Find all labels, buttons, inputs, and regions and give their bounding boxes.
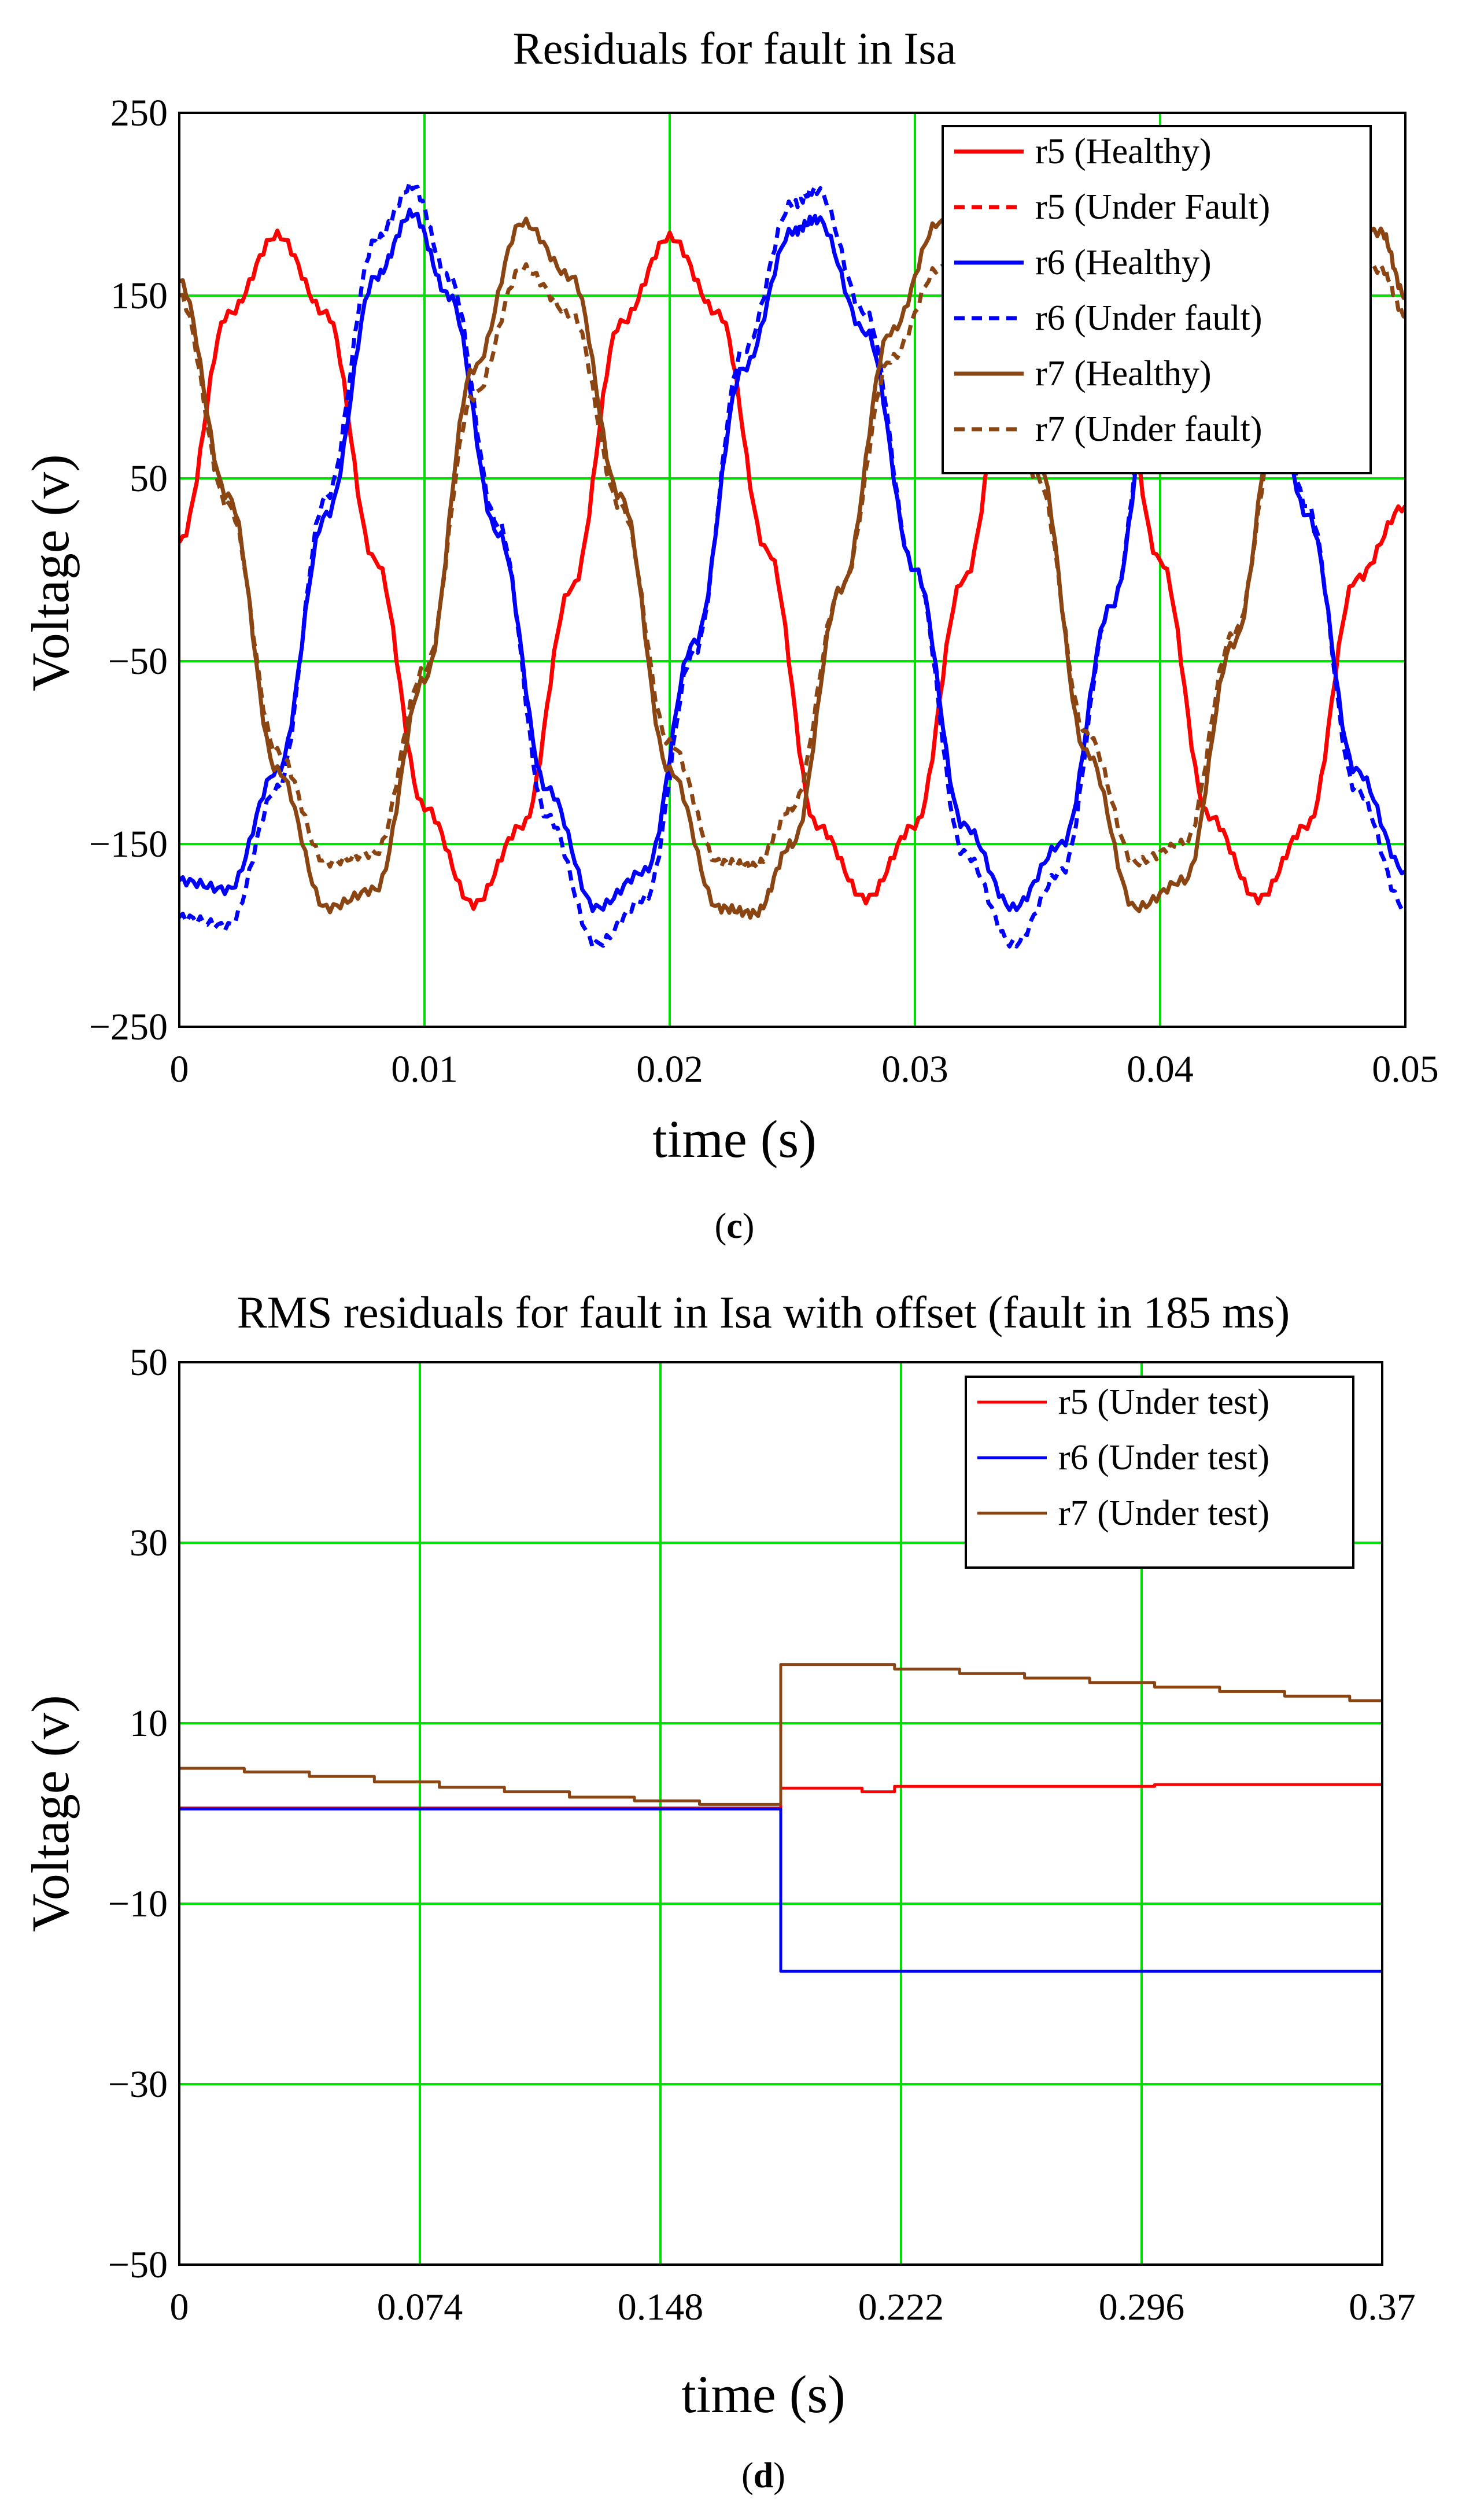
legend-label: r5 (Under test) — [1058, 1382, 1269, 1422]
panel-label-letter: d — [754, 2456, 773, 2495]
chart-title: Residuals for fault in Isa — [513, 23, 957, 73]
y-tick-label: −150 — [89, 823, 168, 865]
y-tick-label: −50 — [108, 2244, 168, 2286]
panel-label: (d) — [741, 2456, 785, 2495]
chart-title: RMS residuals for fault in Isa with offs… — [237, 1287, 1290, 1337]
plot-frame — [178, 1361, 1383, 2266]
x-tick-label: 0.03 — [881, 1048, 948, 1090]
tick-labels: 0 0.074 0.148 0.222 0.296 0.37 −50 −30 −10 10 30 50 — [108, 1341, 1416, 2328]
chart-c: Residuals for fault in Isa 0 0.01 0.02 0.03… — [21, 23, 1439, 1246]
y-tick-label: −50 — [108, 640, 168, 683]
legend-label: r5 (Under Fault) — [1035, 187, 1270, 227]
y-axis-label: Voltage (v) — [21, 454, 80, 691]
series-line-r7-under-test — [179, 1663, 1382, 1806]
legend-label: r5 (Healthy) — [1035, 132, 1212, 171]
series-line-r7-healthy — [179, 216, 1405, 920]
series-line-r6-under-fault — [179, 180, 1405, 950]
x-tick-label: 0.296 — [1099, 2286, 1185, 2328]
legend: r5 (Under test) r6 (Under test) r7 (Under … — [965, 1376, 1354, 1569]
series-line-r7-under-fault — [179, 262, 1405, 872]
y-axis-label: Voltage (v) — [21, 1695, 80, 1932]
panel-label-letter: c — [726, 1207, 743, 1246]
x-tick-label: 0.05 — [1372, 1048, 1439, 1090]
panel-label: (c) — [715, 1207, 755, 1246]
legend-label: r7 (Under test) — [1058, 1494, 1269, 1533]
y-tick-label: 150 — [110, 275, 168, 317]
y-tick-label: 250 — [110, 92, 168, 134]
y-tick-label: 50 — [130, 1341, 168, 1384]
y-tick-label: 30 — [130, 1522, 168, 1564]
y-tick-label: 50 — [130, 458, 168, 500]
legend-label: r6 (Under fault) — [1035, 298, 1262, 338]
legend-box — [942, 125, 1372, 474]
chart-d: RMS residuals for fault in Isa with offs… — [21, 1287, 1416, 2495]
x-tick-label: 0.074 — [377, 2286, 463, 2328]
x-tick-label: 0.37 — [1349, 2286, 1416, 2328]
plot-frame — [178, 112, 1407, 1028]
legend-label: r7 (Under fault) — [1035, 410, 1262, 449]
x-tick-label: 0.148 — [618, 2286, 704, 2328]
plot-lines — [179, 1663, 1382, 1973]
y-tick-label: −10 — [108, 1883, 168, 1925]
series-line-r5-under-fault — [179, 228, 1405, 911]
x-tick-label: 0.01 — [391, 1048, 458, 1090]
x-axis-label: time (s) — [652, 1109, 817, 1168]
y-tick-label: 10 — [130, 1702, 168, 1745]
legend-label: r6 (Under test) — [1058, 1438, 1269, 1477]
x-axis-label: time (s) — [681, 2365, 846, 2424]
x-tick-label: 0 — [170, 1048, 189, 1090]
x-tick-label: 0.222 — [858, 2286, 944, 2328]
legend: r5 (Healthy) r5 (Under Fault) r6 (Healthy)… — [942, 125, 1372, 474]
legend-box — [965, 1376, 1354, 1569]
legend-label: r7 (Healthy) — [1035, 354, 1212, 393]
x-tick-label: 0.02 — [636, 1048, 703, 1090]
y-tick-label: −30 — [108, 2063, 168, 2106]
y-tick-label: −250 — [89, 1006, 168, 1048]
x-tick-label: 0.04 — [1127, 1048, 1194, 1090]
legend-label: r6 (Healthy) — [1035, 243, 1212, 282]
tick-labels: 0 0.01 0.02 0.03 0.04 0.05 −250 −150 −50 50 150 250 — [89, 92, 1439, 1090]
x-tick-label: 0 — [170, 2286, 189, 2328]
series-line-r6-under-test — [179, 1807, 1382, 1973]
